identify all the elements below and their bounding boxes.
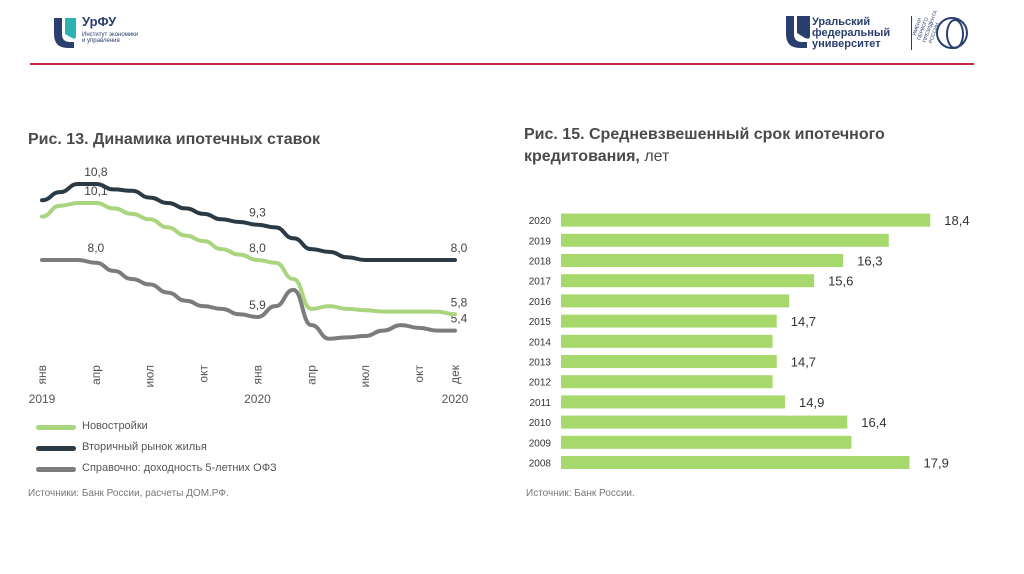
bar-category-label: 2020 [529,216,552,227]
bar-chart-title: Рис. 15. Средневзвешенный срок ипотечног… [524,124,964,168]
data-label-s2-1: 5,9 [249,298,266,312]
bar-2010 [561,415,848,429]
bar-category-label: 2008 [529,459,552,470]
bar-value-label: 18,4 [944,213,969,228]
bar-category-label: 2012 [529,378,552,389]
legend-swatch-secondary [36,446,76,451]
bar-category-label: 2018 [529,257,552,268]
data-label-s1-0: 10,8 [84,165,108,179]
line-chart-source: Источники: Банк России, расчеты ДОМ.РФ. [28,488,229,499]
legend-label-new-build: Новостройки [82,420,148,432]
data-label-s0-1: 8,0 [249,241,266,255]
bar-2018 [561,254,844,267]
bar-category-label: 2015 [529,317,552,328]
logo-separator [911,16,912,50]
x-tick-label: июл [143,365,157,387]
x-tick-label: апр [304,365,318,385]
bar-value-label: 15,6 [828,274,853,289]
bar-category-label: 2009 [529,438,552,449]
line-chart-title: Рис. 13. Динамика ипотечных ставок [28,131,321,148]
bar-category-label: 2016 [529,297,552,308]
data-label-s0-0: 10,1 [84,184,108,198]
x-tick-label: окт [412,365,426,383]
x-tick-label: июл [358,365,372,387]
ural-university-logo-icon [786,16,810,48]
left-logo-title: УрФУ [82,14,117,29]
bar-value-label: 16,3 [857,254,882,269]
x-year-label: 2020 [244,392,271,406]
bar-2011 [561,395,786,409]
bar-2016 [561,294,790,308]
seal-inner-icon [946,19,964,49]
bar-2014 [561,334,773,348]
bar-2019 [561,233,889,247]
x-year-label: 2019 [29,392,56,406]
series-line-0 [40,201,457,317]
bar-2015 [561,314,777,328]
series-line-2 [40,258,457,341]
bar-category-label: 2014 [529,337,552,348]
x-tick-label: янв [250,365,264,385]
bar-2012 [561,375,773,389]
bar-category-label: 2017 [529,277,552,288]
x-tick-label: апр [89,365,103,385]
bar-value-label: 14,9 [799,395,824,410]
legend-label-secondary: Вторичный рынок жилья [82,441,207,453]
x-tick-label: окт [197,365,211,383]
bar-2009 [561,435,852,449]
bar-category-label: 2011 [529,398,551,409]
header-divider [30,63,974,65]
bar-2008 [561,456,910,469]
bar-category-label: 2013 [529,358,552,369]
series-line-1 [40,182,457,262]
x-year-label: 2020 [442,392,469,406]
bar-category-label: 2019 [529,236,552,247]
bar-2017 [561,274,815,288]
legend-label-ofz: Справочно: доходность 5-летних ОФЗ [82,462,277,474]
bar-value-label: 16,4 [861,415,886,430]
x-tick-label: янв [35,365,49,385]
bar-2020 [561,213,931,227]
bar-value-label: 17,9 [924,456,949,471]
right-logo-text: Уральский федеральный университет [812,16,891,50]
bar-category-label: 2010 [529,418,552,429]
data-label-s2-0: 8,0 [88,241,105,255]
legend-swatch-new-build [36,425,76,430]
bar-value-label: 14,7 [791,355,816,370]
data-label-s0-2: 5,8 [451,295,468,309]
x-tick-label: дек [448,364,462,384]
bar-chart-unit: лет [644,148,670,165]
bar-2013 [561,355,777,368]
urfu-logo-icon [54,18,76,48]
left-logo-subtitle: Институт экономики и управления [82,32,139,44]
bar-chart: 2020 18,4 2019 2018 16,3 2017 15,6 2016 2015 14,7… [529,213,970,471]
bar-chart-title-text: Рис. 15. Средневзвешенный срок ипотечног… [524,126,885,165]
data-label-s1-1: 9,3 [249,206,266,220]
legend-swatch-ofz [36,467,76,472]
bar-value-label: 14,7 [791,314,816,329]
bar-chart-source: Источник: Банк России. [526,488,635,499]
data-label-s1-2: 8,0 [451,241,468,255]
